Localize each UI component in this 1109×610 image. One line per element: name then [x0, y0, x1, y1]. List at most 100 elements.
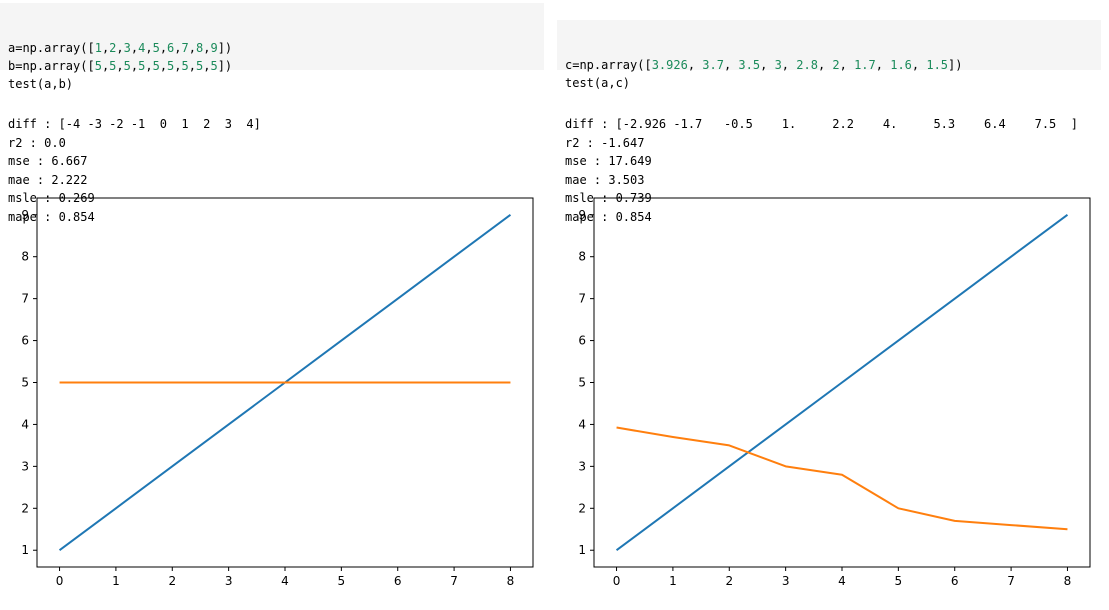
x-tick-label: 7 [450, 574, 458, 588]
code-text: , [130, 59, 139, 74]
code-text: , [101, 41, 110, 56]
left-output: diff : [-4 -3 -2 -1 0 1 2 3 4] r2 : 0.0 ms… [8, 78, 261, 245]
code-number-literal: 3.5 [738, 58, 761, 73]
code-number-literal: 5 [152, 59, 160, 74]
y-tick-label: 1 [578, 543, 586, 557]
code-text: ]) [948, 58, 963, 73]
y-tick-label: 6 [578, 334, 586, 348]
right-code-cell[interactable]: c=np.array([3.926, 3.7, 3.5, 3, 2.8, 2, … [557, 20, 1101, 90]
code-text: , [188, 41, 196, 56]
x-tick-label: 5 [338, 574, 346, 588]
code-text: , [839, 58, 855, 73]
left-code-line: test(a,b) [8, 76, 544, 94]
code-number-literal: 7 [181, 41, 189, 56]
right-line-chart: 0 1 2 3 4 5 6 7 8 1 2 3 4 5 6 7 8 9 [578, 197, 1091, 588]
code-text: , [911, 58, 927, 73]
code-text: , [723, 58, 739, 73]
y-tick-label: 7 [578, 292, 586, 306]
code-text: , [174, 41, 182, 56]
y-tick-label: 3 [578, 459, 586, 473]
code-text: b=np.array([ [8, 59, 95, 74]
code-number-literal: 6 [167, 41, 175, 56]
y-tick-label: 9 [578, 208, 586, 222]
code-number-literal: 5 [195, 59, 204, 74]
left-code-cell[interactable]: a=np.array([1,2,3,4,5,6,7,8,9]) b=np.arra… [0, 3, 544, 91]
left-output-line: mse : 6.667 [8, 154, 88, 168]
x-tick-label: 1 [669, 574, 677, 588]
x-tick-label: 3 [225, 574, 233, 588]
code-number-literal: 5 [167, 59, 175, 74]
code-number-literal: 5 [123, 59, 131, 74]
code-number-literal: 3.926 [651, 58, 688, 73]
x-tick-label: 8 [1064, 574, 1072, 588]
x-tick-label: 3 [782, 574, 790, 588]
code-number-literal: 5 [210, 59, 218, 74]
code-text: , [760, 58, 775, 73]
code-text: , [687, 58, 703, 73]
y-tick-label: 5 [578, 376, 586, 390]
code-text: , [159, 41, 168, 56]
x-tick-label: 4 [838, 574, 846, 588]
y-tick-label: 3 [21, 459, 29, 473]
y-tick-label: 2 [578, 501, 586, 515]
left-output-line: mape : 0.854 [8, 209, 95, 224]
code-text: , [116, 59, 124, 74]
series-line-1 [616, 426, 1068, 531]
code-number-literal: 3 [774, 58, 782, 73]
x-tick-label: 0 [613, 574, 621, 588]
code-number-literal: 5 [138, 59, 146, 74]
code-text: , [174, 59, 182, 74]
code-number-literal: 1.5 [926, 58, 949, 73]
code-number-literal: 2 [109, 41, 117, 56]
left-output-line: diff : [-4 -3 -2 -1 0 1 2 3 4] [8, 117, 261, 131]
left-output-line: r2 : 0.0 [8, 135, 66, 150]
x-tick-label: 0 [56, 574, 64, 588]
x-tick-label: 2 [725, 574, 733, 588]
code-text: , [875, 58, 891, 73]
y-tick-label: 4 [21, 417, 29, 431]
code-text: , [817, 58, 833, 73]
code-text: , [159, 59, 168, 74]
y-tick-label: 8 [21, 250, 29, 264]
code-text: c=np.array([ [565, 58, 652, 73]
code-number-literal: 1 [94, 41, 102, 56]
left-line-chart: 0 1 2 3 4 5 6 7 8 1 2 3 4 5 6 7 8 9 [21, 197, 534, 588]
code-text: , [116, 41, 124, 56]
right-output-line: mse : 17.649 [565, 154, 652, 168]
x-tick-label: 1 [112, 574, 120, 588]
code-text: , [145, 59, 153, 74]
code-text: test(a,c) [565, 76, 631, 91]
code-number-literal: 5 [109, 59, 117, 74]
y-tick-label: 8 [578, 250, 586, 264]
code-text: test(a,b) [8, 76, 74, 91]
code-text: , [781, 58, 797, 73]
code-text: , [203, 59, 211, 74]
code-number-literal: 5 [181, 59, 189, 74]
right-code-line: test(a,c) [565, 75, 1101, 93]
right-output-line: r2 : -1.647 [565, 135, 645, 150]
code-number-literal: 2 [832, 58, 840, 73]
code-number-literal: 9 [210, 41, 218, 56]
series-line-0 [615, 213, 1069, 552]
y-tick-label: 9 [21, 208, 29, 222]
y-tick-label: 6 [21, 334, 29, 348]
left-output-line: mae : 2.222 [8, 172, 88, 187]
x-tick-label: 2 [168, 574, 176, 588]
left-code-line: b=np.array([5,5,5,5,5,5,5,5,5]) [8, 58, 544, 76]
code-text: ]) [217, 41, 233, 56]
code-text: ]) [217, 59, 233, 74]
code-number-literal: 4 [138, 41, 146, 56]
x-tick-label: 6 [951, 574, 959, 588]
code-text: a=np.array([ [8, 41, 95, 56]
right-code-lines: c=np.array([3.926, 3.7, 3.5, 3, 2.8, 2, … [565, 57, 1101, 92]
right-output-line: mape : 0.854 [565, 209, 652, 224]
code-text: , [188, 59, 196, 74]
right-output: diff : [-2.926 -1.7 -0.5 1. 2.2 4. 5.3 6… [565, 78, 1078, 245]
y-tick-label: 7 [21, 292, 29, 306]
code-text: , [101, 59, 110, 74]
code-text: , [145, 41, 153, 56]
x-tick-label: 6 [394, 574, 402, 588]
x-tick-label: 8 [507, 574, 515, 588]
left-code-lines: a=np.array([1,2,3,4,5,6,7,8,9]) b=np.arra… [8, 40, 544, 93]
code-text: , [130, 41, 139, 56]
